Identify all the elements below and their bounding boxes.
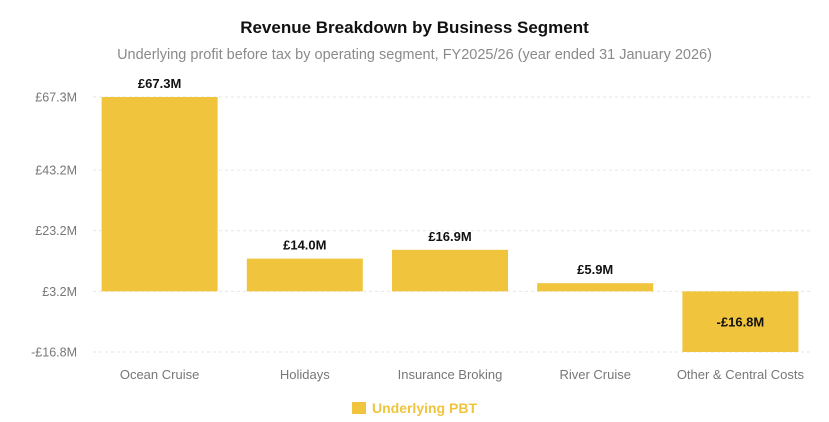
chart-title: Revenue Breakdown by Business Segment <box>240 18 589 37</box>
bar <box>392 249 508 292</box>
x-tick-label: Holidays <box>280 367 330 382</box>
bar <box>682 291 799 352</box>
legend-swatch <box>351 402 366 414</box>
data-label: £5.9M <box>577 262 613 277</box>
y-tick-label: £23.2M <box>35 224 77 238</box>
data-label: -£16.8M <box>717 315 765 330</box>
x-tick-label: Insurance Broking <box>398 367 503 382</box>
bar <box>101 97 218 292</box>
y-tick-label: £43.2M <box>35 164 77 178</box>
data-label: £67.3M <box>138 76 181 91</box>
chart-subtitle: Underlying profit before tax by operatin… <box>117 47 712 63</box>
plot-area: £67.3M £43.2M £23.2M £3.2M -£16.8M £67.3M Ocea… <box>31 76 811 382</box>
bar <box>537 283 654 292</box>
y-tick-label: £3.2M <box>42 285 77 299</box>
legend-label: Underlying PBT <box>371 400 477 416</box>
y-tick-label: -£16.8M <box>31 346 77 360</box>
data-label: £14.0M <box>283 238 326 253</box>
x-tick-label: Other & Central Costs <box>677 367 805 382</box>
data-label: £16.9M <box>428 229 471 244</box>
bar <box>246 258 363 292</box>
y-tick-label: £67.3M <box>35 91 77 105</box>
legend[interactable]: Underlying PBT <box>0 400 829 416</box>
x-tick-label: River Cruise <box>559 367 631 382</box>
x-tick-label: Ocean Cruise <box>120 367 199 382</box>
